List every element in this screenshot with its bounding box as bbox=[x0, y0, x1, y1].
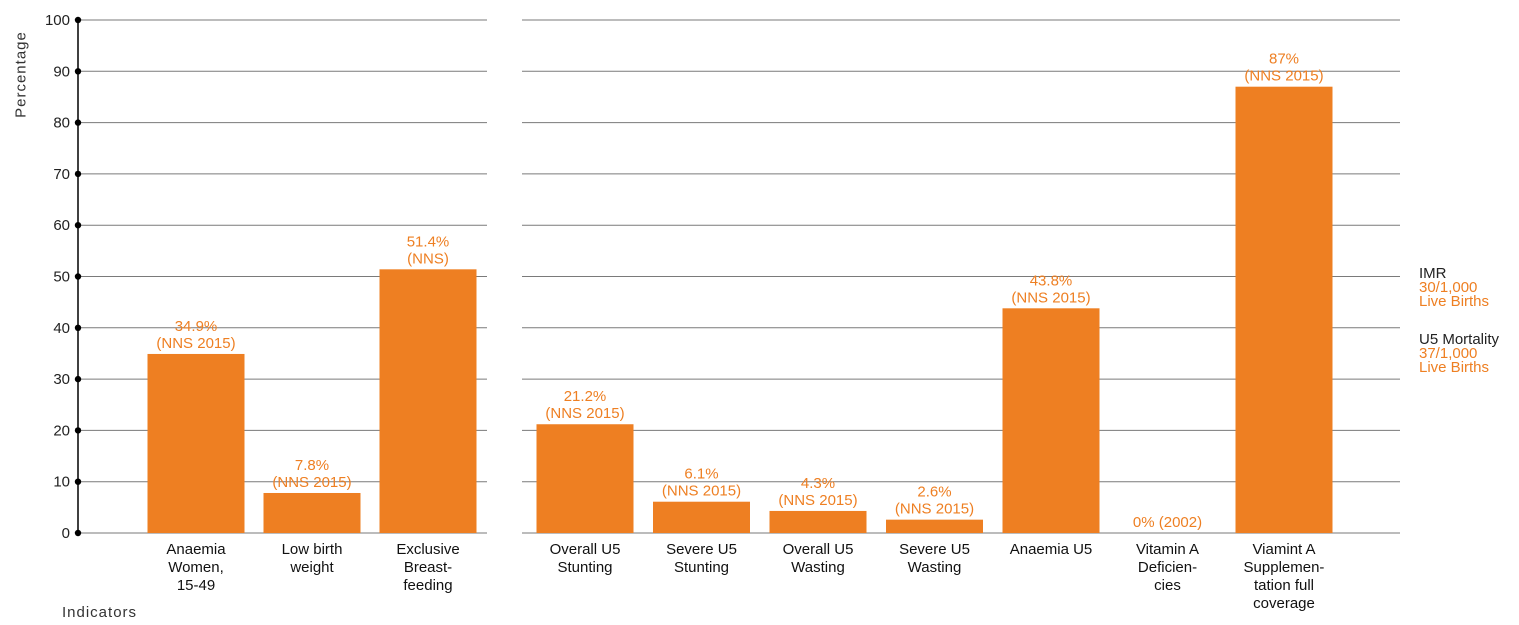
bar bbox=[653, 501, 750, 533]
data-label: (NNS 2015) bbox=[272, 474, 351, 491]
y-tick-dot bbox=[74, 529, 82, 537]
category-label: Wasting bbox=[908, 559, 962, 576]
y-tick-dot bbox=[74, 16, 82, 24]
u5-mortality-note: U5 Mortality 37/1,000 Live Births bbox=[1419, 331, 1500, 376]
y-tick-label: 40 bbox=[53, 320, 70, 337]
y-tick-dot bbox=[74, 478, 82, 485]
data-label: (NNS 2015) bbox=[1244, 68, 1323, 85]
category-label: Viamint A bbox=[1252, 541, 1315, 558]
data-label: (NNS 2015) bbox=[895, 501, 974, 518]
data-label: (NNS 2015) bbox=[1011, 289, 1090, 306]
category-label: Overall U5 bbox=[550, 541, 621, 558]
y-axis: 0 10 20 30 40 50 60 70 80 90 100 bbox=[45, 12, 82, 542]
y-tick-label: 0 bbox=[62, 525, 70, 542]
category-label: cies bbox=[1154, 577, 1181, 594]
y-tick-label: 80 bbox=[53, 115, 70, 132]
y-tick-dot bbox=[74, 427, 82, 434]
category-label: Anaemia bbox=[166, 541, 226, 558]
u5-mortality-value: 37/1,000 bbox=[1419, 345, 1478, 362]
category-label: coverage bbox=[1253, 595, 1315, 612]
bar bbox=[536, 424, 634, 533]
bar bbox=[379, 269, 477, 533]
category-label: Women, bbox=[168, 559, 224, 576]
gridlines bbox=[78, 19, 1400, 534]
category-label: Stunting bbox=[557, 559, 612, 576]
x-axis-title: Indicators bbox=[62, 604, 138, 621]
category-label: Anaemia U5 bbox=[1010, 541, 1093, 558]
bar bbox=[1002, 308, 1100, 533]
data-label: 6.1% bbox=[684, 466, 718, 483]
category-label: weight bbox=[289, 559, 334, 576]
y-tick-label: 90 bbox=[53, 63, 70, 80]
u5-mortality-unit: Live Births bbox=[1419, 359, 1490, 376]
data-label: 87% bbox=[1269, 51, 1299, 68]
category-label: 15-49 bbox=[177, 577, 215, 594]
y-tick-label: 10 bbox=[53, 474, 70, 491]
data-label: 0% (2002) bbox=[1133, 514, 1202, 531]
bar bbox=[1235, 86, 1333, 533]
category-label: Wasting bbox=[791, 559, 845, 576]
category-label: feeding bbox=[403, 577, 452, 594]
data-label: 34.9% bbox=[175, 318, 218, 335]
data-label: 43.8% bbox=[1030, 272, 1073, 289]
data-label: 21.2% bbox=[564, 388, 607, 405]
data-label: 4.3% bbox=[801, 475, 835, 492]
y-tick-dot bbox=[74, 68, 82, 75]
y-tick-label: 20 bbox=[53, 422, 70, 439]
y-tick-dot bbox=[74, 170, 82, 178]
category-label: Exclusive bbox=[396, 541, 459, 558]
imr-value: 30/1,000 bbox=[1419, 279, 1478, 296]
u5-mortality-title: U5 Mortality bbox=[1419, 331, 1500, 348]
category-label: tation full bbox=[1254, 577, 1314, 594]
category-label: Vitamin A bbox=[1136, 541, 1199, 558]
data-label: 51.4% bbox=[407, 233, 450, 250]
imr-unit: Live Births bbox=[1419, 293, 1490, 310]
bar bbox=[769, 510, 867, 533]
y-axis-title: Percentage bbox=[12, 31, 30, 118]
category-label: Low birth bbox=[282, 541, 343, 558]
data-label: (NNS 2015) bbox=[662, 483, 741, 500]
y-tick-label: 50 bbox=[53, 269, 70, 286]
category-label: Stunting bbox=[674, 559, 729, 576]
data-label: (NNS) bbox=[407, 250, 449, 267]
imr-note: IMR 30/1,000 Live Births bbox=[1419, 265, 1490, 310]
y-tick-label: 60 bbox=[53, 217, 70, 234]
data-label: (NNS 2015) bbox=[156, 335, 235, 352]
bars bbox=[147, 86, 1333, 533]
category-label: Severe U5 bbox=[666, 541, 737, 558]
data-label: 2.6% bbox=[917, 484, 951, 501]
y-tick-dot bbox=[74, 119, 82, 126]
y-tick-label: 70 bbox=[53, 166, 70, 183]
category-label: Supplemen- bbox=[1244, 559, 1325, 576]
y-tick-dot bbox=[74, 273, 82, 280]
data-label: 7.8% bbox=[295, 457, 329, 474]
data-label: (NNS 2015) bbox=[778, 492, 857, 509]
data-labels: 34.9%(NNS 2015)7.8%(NNS 2015)51.4%(NNS)2… bbox=[156, 51, 1323, 531]
category-label: Breast- bbox=[404, 559, 452, 576]
bar bbox=[263, 492, 361, 533]
y-tick-label: 100 bbox=[45, 12, 70, 29]
bar bbox=[147, 353, 245, 533]
y-tick-dot bbox=[74, 375, 82, 383]
y-tick-dot bbox=[74, 222, 82, 229]
bar bbox=[886, 519, 983, 533]
y-tick-label: 30 bbox=[53, 371, 70, 388]
imr-title: IMR bbox=[1419, 265, 1447, 282]
category-label: Severe U5 bbox=[899, 541, 970, 558]
data-label: (NNS 2015) bbox=[545, 405, 624, 422]
category-label: Deficien- bbox=[1138, 559, 1197, 576]
y-tick-dot bbox=[74, 324, 82, 331]
category-label: Overall U5 bbox=[783, 541, 854, 558]
